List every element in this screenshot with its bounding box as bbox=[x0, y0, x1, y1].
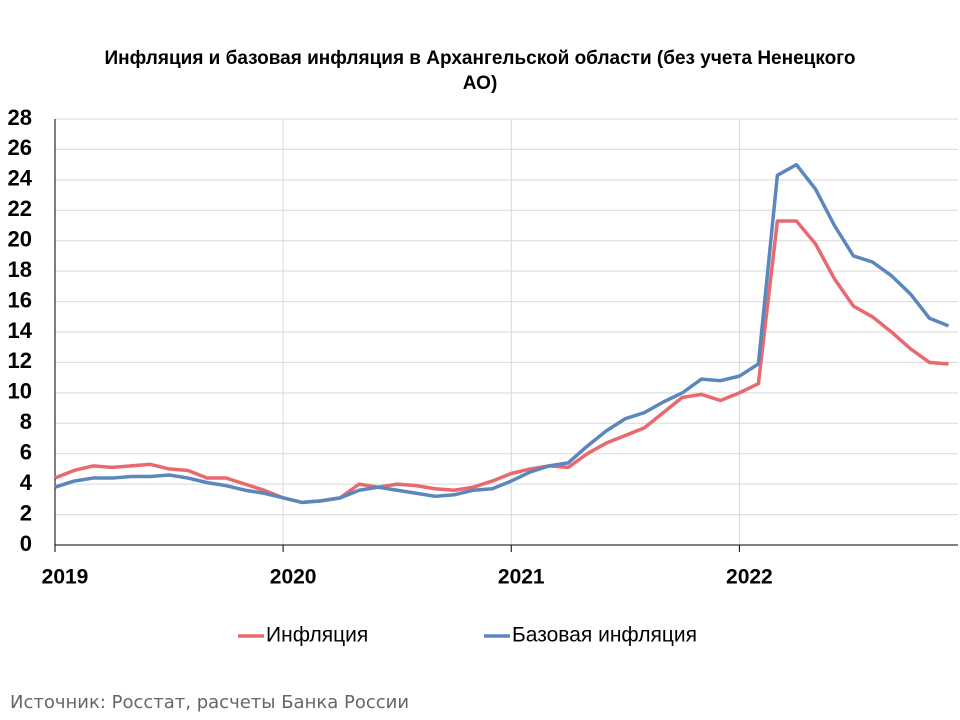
y-tick-label: 24 bbox=[8, 166, 33, 191]
y-tick-label: 8 bbox=[20, 409, 32, 434]
line-series bbox=[54, 219, 949, 505]
y-tick-label: 20 bbox=[8, 227, 32, 252]
y-tick-label: 18 bbox=[8, 257, 32, 282]
source-note: Источник: Росстат, расчеты Банка России bbox=[10, 692, 410, 713]
line-series bbox=[54, 162, 950, 505]
y-tick-label: 16 bbox=[8, 287, 32, 312]
y-tick-label: 0 bbox=[20, 531, 32, 556]
y-tick-label: 22 bbox=[8, 196, 32, 221]
y-tick-label: 28 bbox=[8, 105, 32, 130]
chart-title: Инфляция и базовая инфляция в Архангельс… bbox=[104, 48, 856, 94]
x-tick-label: 2021 bbox=[498, 566, 545, 589]
y-tick-label: 6 bbox=[20, 440, 32, 465]
x-tick-label: 2022 bbox=[726, 566, 773, 589]
legend-label: Инфляция bbox=[266, 624, 368, 647]
y-tick-label: 14 bbox=[8, 318, 33, 343]
y-tick-label: 12 bbox=[8, 348, 32, 373]
legend-label: Базовая инфляция bbox=[512, 624, 697, 647]
y-tick-label: 2 bbox=[20, 500, 32, 525]
x-tick-label: 2019 bbox=[42, 566, 89, 589]
y-tick-label: 10 bbox=[8, 379, 32, 404]
x-tick-label: 2020 bbox=[270, 566, 317, 589]
y-tick-label: 4 bbox=[20, 470, 33, 495]
y-tick-label: 26 bbox=[8, 135, 32, 160]
